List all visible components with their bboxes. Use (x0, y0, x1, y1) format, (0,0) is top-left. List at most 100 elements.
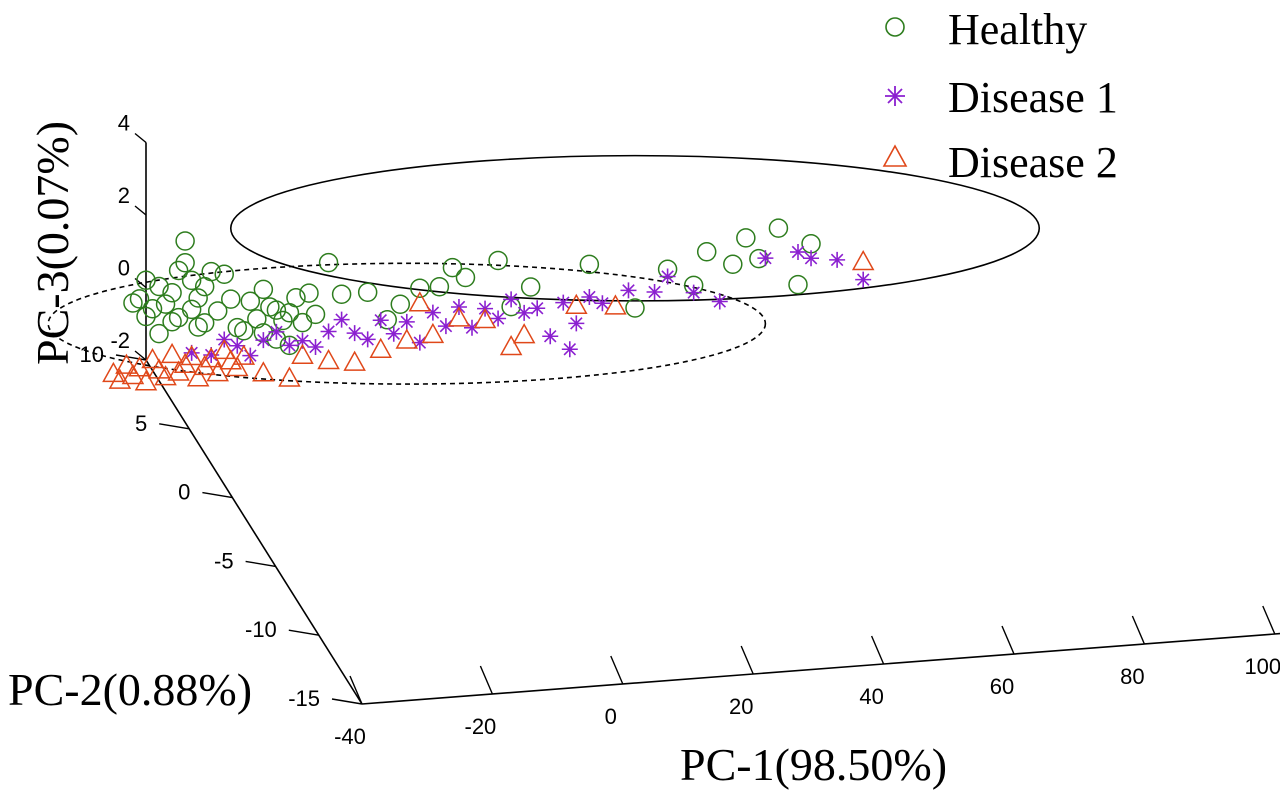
healthy-point (234, 321, 254, 341)
legend-label-healthy: Healthy (948, 5, 1087, 54)
healthy-point (488, 250, 508, 271)
healthy-point (155, 294, 176, 314)
disease-2-point (421, 322, 445, 344)
healthy-point (579, 254, 600, 275)
x-tick-mark (740, 645, 754, 675)
healthy-point (149, 276, 169, 297)
disease-1-point (757, 250, 774, 267)
disease-2-point (186, 366, 210, 387)
healthy-point (696, 242, 717, 262)
disease-2-point (226, 355, 249, 377)
x-tick-label: 60 (990, 674, 1014, 699)
healthy-point (201, 261, 221, 282)
healthy-point (801, 234, 821, 254)
healthy-point (181, 270, 202, 291)
legend-entry-healthy: Healthy (885, 5, 1087, 54)
legend-healthy-circle-marker (885, 17, 905, 37)
disease-1-point (385, 325, 402, 342)
healthy-point (357, 282, 378, 302)
disease-2-point (369, 337, 392, 358)
disease-1-point (803, 250, 820, 267)
legend-disease-2-triangle-marker (882, 144, 908, 167)
disease-2-point (512, 323, 536, 344)
disease-1-point (320, 323, 337, 340)
disease-2-point (206, 361, 229, 382)
y-tick-mark (202, 491, 233, 499)
disease-1-point (255, 332, 272, 349)
legend-disease-1-asterisk-marker (885, 86, 905, 106)
disease-2-point (180, 344, 203, 366)
disease-1-point (711, 293, 728, 310)
healthy-point (305, 304, 326, 325)
disease-1-point (542, 328, 559, 345)
disease-2-point (473, 307, 497, 329)
disease-2-point (291, 343, 314, 364)
healthy-point (162, 283, 182, 303)
healthy-point (625, 298, 645, 318)
x-axis-title: PC-1(98.50%) (680, 739, 947, 790)
disease-1-point (359, 331, 376, 348)
x-tick-label: -20 (465, 714, 497, 739)
disease-2-point (121, 363, 145, 385)
x-tick-mark (870, 635, 885, 665)
healthy-point (253, 279, 274, 300)
disease-2-point (173, 352, 197, 373)
disease-2-point (604, 294, 627, 315)
y-tick-label: -5 (214, 548, 234, 573)
ellipse-layer (47, 154, 1041, 385)
disease-2-point (499, 334, 523, 356)
healthy-point (788, 274, 808, 295)
disease-2-point (565, 293, 588, 314)
healthy-point (221, 289, 241, 309)
disease-2-point (408, 291, 432, 312)
disease-2-point (134, 370, 158, 391)
z-tick-label: 4 (118, 111, 130, 136)
x-tick-label: 80 (1120, 664, 1144, 689)
healthy-point (390, 294, 411, 314)
disease-1-point (268, 323, 285, 340)
healthy-point (207, 301, 228, 321)
healthy-point (292, 312, 313, 333)
disease-1-point (620, 282, 637, 299)
healthy-point (768, 218, 789, 238)
healthy-point (410, 278, 430, 298)
disease-1-point (398, 313, 415, 330)
healthy-point (455, 267, 476, 288)
healthy-point (175, 253, 195, 273)
healthy-point (520, 277, 541, 297)
legend-entry-disease-2: Disease 2 (882, 138, 1118, 187)
disease-2-point (232, 344, 256, 365)
legend-label-disease-2: Disease 2 (948, 138, 1118, 187)
disease-1-point (829, 251, 846, 268)
x-tick-label: -40 (334, 724, 366, 749)
disease-2-point (212, 338, 236, 360)
disease-1-point (242, 347, 259, 364)
disease-2-point (851, 249, 875, 271)
x-tick-label: 40 (859, 684, 883, 709)
z-axis-title: PC-3(0.07%) (27, 121, 78, 365)
disease-1-point (561, 341, 578, 358)
healthy-point (247, 309, 267, 329)
disease-1-point (594, 295, 611, 312)
z-tick-label: 2 (118, 183, 130, 208)
disease-2-point (317, 348, 340, 370)
y-tick-mark (159, 423, 190, 430)
disease-2-point (252, 361, 275, 382)
y-tick-label: -15 (288, 686, 320, 711)
disease-1-point (516, 304, 533, 321)
x-tick-mark (479, 665, 494, 695)
disease-1-point (529, 300, 546, 317)
disease-1-point (372, 312, 389, 329)
z-tick-label: 0 (118, 256, 130, 281)
healthy-point (429, 277, 450, 297)
y-tick-label: -10 (245, 617, 277, 642)
disease-1-point (346, 325, 363, 342)
disease-1-point (183, 344, 200, 361)
healthy-point (181, 299, 202, 320)
healthy-point (175, 231, 195, 251)
x-tick-mark (1001, 625, 1015, 655)
disease-1-point (281, 337, 298, 354)
disease-1-point (229, 337, 246, 354)
